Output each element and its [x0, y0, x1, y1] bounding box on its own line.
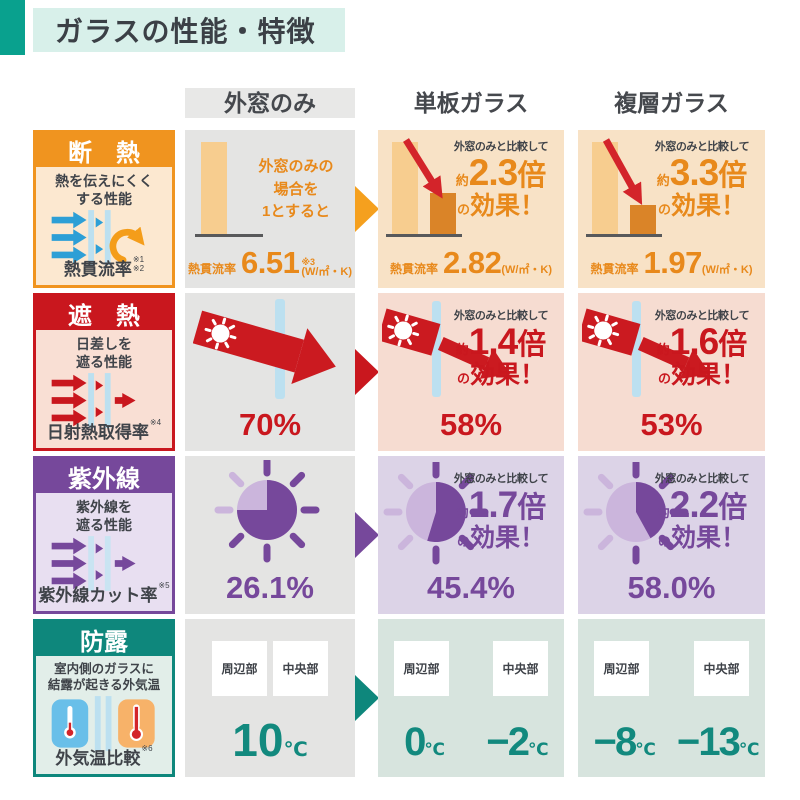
flow-arrow-icon: [354, 186, 379, 232]
flow-arrow-icon: [354, 349, 379, 395]
uv-cut-double: 58.0%: [627, 570, 716, 605]
bar-baseline: [586, 234, 662, 237]
uv-sun-pie-icon: [214, 460, 320, 563]
cell-insulation-base: 外窓のみの 場合を 1とすると 熱貫流率 6.51 ※3 (W/㎡・K): [185, 130, 355, 288]
cell-insulation-double: 外窓のみと比較して 約3.3倍 の効果！ 熱貫流率 1.97(W/㎡・K): [578, 130, 765, 288]
decline-arrow-icon: [602, 138, 643, 206]
effect-callout: 外窓のみと比較して 約1.7倍 の効果！: [453, 473, 549, 552]
column-header-row: 外窓のみ 単板ガラス 複層ガラス: [33, 88, 800, 118]
uv-sun-pie-icon: [583, 462, 689, 565]
cell-shading-base: 70%: [185, 293, 355, 451]
zone-label-center: 中央部: [493, 641, 548, 696]
bar-outer-window: [201, 142, 227, 234]
cell-uv-single: 外窓のみと比較して 約1.7倍 の効果！ 45.4%: [378, 456, 564, 614]
flow-arrow-icon: [354, 512, 379, 558]
effect-callout: 外窓のみと比較して 約3.3倍 の効果！: [654, 141, 750, 220]
bar-baseline: [195, 234, 263, 237]
decline-arrow-icon: [403, 138, 443, 199]
base-reference-note: 外窓のみの 場合を 1とすると: [258, 158, 334, 220]
u-value-single: 熱貫流率 2.82(W/㎡・K): [389, 245, 553, 280]
cell-uv-double: 外窓のみと比較して 約2.2倍 の効果！ 58.0%: [578, 456, 765, 614]
row-title-insulation: 断 熱: [36, 133, 172, 167]
cell-condensation-double: 周辺部 中央部 −8℃ −13℃: [578, 619, 765, 777]
cell-condensation-single: 周辺部 中央部 0℃ −2℃: [378, 619, 564, 777]
row-desc-insulation: 熱を伝えにくく する性能: [55, 173, 153, 208]
effect-callout: 外窓のみと比較して 約1.4倍 の効果！: [453, 310, 549, 389]
zone-label-edge: 周辺部: [212, 641, 267, 696]
cell-shading-single: 外窓のみと比較して 約1.4倍 の効果！ 58%: [378, 293, 564, 451]
row-header-shading: 遮 熱 日差しを 遮る性能: [33, 293, 175, 451]
comparison-table: 断 熱 熱を伝えにくく する性能: [33, 130, 800, 777]
cell-uv-base: 26.1%: [185, 456, 355, 614]
page-title: ガラスの性能・特徴: [55, 16, 316, 47]
solar-gain-double: 53%: [640, 407, 703, 442]
metric-name-condensation: 外気温比較 ※6: [55, 744, 153, 768]
metric-name-uv: 紫外線カット率 ※5: [38, 581, 170, 605]
row-desc-condensation: 室内側のガラスに 結露が起きる外気温: [47, 662, 161, 693]
zone-label-center: 中央部: [694, 641, 749, 696]
bar-baseline: [386, 234, 462, 237]
title-banner: ガラスの性能・特徴: [33, 8, 345, 52]
sun-arrow-icon: [582, 301, 711, 397]
title-accent-square: [0, 0, 25, 55]
zone-label-edge: 周辺部: [594, 641, 649, 696]
effect-callout: 外窓のみと比較して 約1.6倍 の効果！: [654, 310, 750, 389]
row-desc-shading: 日差しを 遮る性能: [76, 336, 132, 371]
temperature-edge: 0℃: [404, 720, 445, 764]
column-header-single-glass: 単板ガラス: [413, 90, 529, 116]
cell-insulation-single: 外窓のみと比較して 約2.3倍 の効果！ 熱貫流率 2.82(W/㎡・K): [378, 130, 564, 288]
zone-label-edge: 周辺部: [394, 641, 449, 696]
temperature-center: −13℃: [677, 720, 760, 764]
bar-single-glass: [430, 193, 456, 234]
insulation-icon: [36, 210, 172, 266]
zone-label-center: 中央部: [273, 641, 328, 696]
thermometer-icon: [36, 695, 172, 751]
row-header-condensation: 防露 室内側のガラスに 結露が起きる外気温: [33, 619, 175, 777]
row-desc-uv: 紫外線を 遮る性能: [76, 499, 132, 534]
effect-callout: 外窓のみと比較して 約2.3倍 の効果！: [453, 141, 549, 220]
temperature-center: −2℃: [486, 720, 549, 764]
sun-arrow-icon: [382, 301, 511, 397]
uv-sun-pie-icon: [383, 462, 489, 565]
sun-arrow-icon: [193, 299, 336, 399]
u-value-base: 熱貫流率 6.51 ※3 (W/㎡・K): [187, 245, 353, 280]
solar-gain-single: 58%: [439, 407, 503, 442]
effect-callout: 外窓のみと比較して 約2.2倍 の効果！: [654, 473, 750, 552]
shading-icon: [36, 373, 172, 429]
page-header: ガラスの性能・特徴: [0, 0, 800, 55]
row-title-condensation: 防露: [36, 622, 172, 656]
cell-condensation-base: 周辺部 中央部 10℃: [185, 619, 355, 777]
row-title-uv: 紫外線: [36, 459, 172, 493]
flow-arrow-icon: [354, 675, 379, 721]
column-header-outer-window-only: 外窓のみ: [185, 88, 355, 118]
row-title-shading: 遮 熱: [36, 296, 172, 330]
temperature-edge: −8℃: [593, 720, 656, 764]
solar-gain-base: 70%: [238, 407, 302, 442]
metric-name-shading: 日射熱取得率 ※4: [46, 418, 162, 442]
bar-double-glass: [630, 205, 656, 234]
uv-cut-single: 45.4%: [427, 570, 515, 605]
uv-cut-base: 26.1%: [226, 570, 314, 605]
row-header-uv: 紫外線 紫外線を 遮る性能: [33, 456, 175, 614]
column-header-double-glass: 複層ガラス: [614, 90, 729, 116]
temperature-base: 10℃: [232, 714, 308, 766]
metric-name-insulation: 熱貫流率 ※1 ※2: [63, 255, 145, 279]
uv-icon: [36, 536, 172, 592]
u-value-double: 熱貫流率 1.97(W/㎡・K): [590, 245, 753, 280]
row-header-insulation: 断 熱 熱を伝えにくく する性能: [33, 130, 175, 288]
cell-shading-double: 外窓のみと比較して 約1.6倍 の効果！ 53%: [578, 293, 765, 451]
